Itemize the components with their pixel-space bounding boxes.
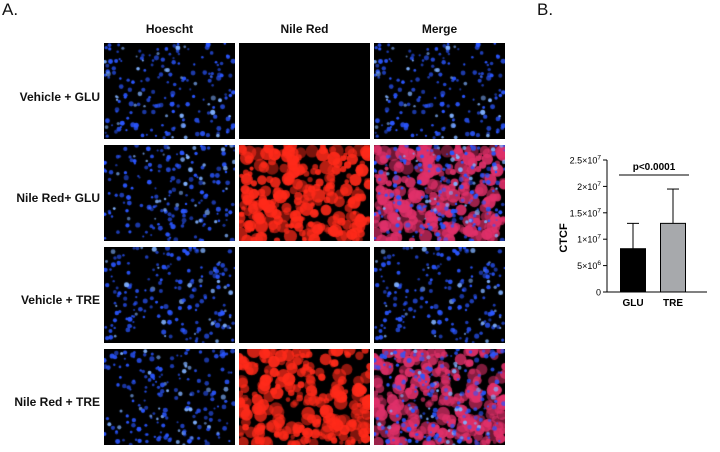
bar-glu [620,248,646,293]
micrograph-nilered-row-1 [239,43,370,139]
column-header-merge: Merge [421,22,458,36]
micrograph-nilered-row-4 [239,349,370,445]
micrograph-hoechst-row-3 [104,247,235,343]
y-tick-label: 5×106 [577,260,601,271]
x-tick-label-tre: TRE [663,298,683,309]
micrograph-nilered-row-3 [239,247,370,343]
y-tick-label: 2×107 [577,181,601,192]
significance-annotation: p<0.0001 [633,162,676,173]
row-label-vehicle-glu: Vehicle + GLU [19,90,100,104]
bar-tre [660,222,686,293]
micrograph-hoechst-row-2 [104,145,235,241]
micrograph-hoechst-row-1 [104,43,235,139]
row-label-nilered-glu: Nile Red+ GLU [16,191,100,205]
row-label-nilered-tre: Nile Red + TRE [14,395,100,409]
column-header-nile-red: Nile Red [280,22,329,36]
y-tick-label: 0 [596,288,601,298]
ctcf-bar-chart: CTCF 0 5×106 1×107 1.5×107 2×107 2.5×107 GLU T… [558,155,707,309]
micrograph-merge-row-2 [374,145,505,241]
micrograph-nilered-row-2 [239,145,370,241]
micrograph-hoechst-row-4 [104,349,235,445]
panel-a-label: A. [2,0,19,19]
y-axis-label: CTCF [558,223,570,253]
y-tick-label: 1.5×107 [570,207,602,218]
x-tick-label-glu: GLU [622,298,643,309]
column-header-hoechst: Hoescht [145,22,194,36]
row-label-vehicle-tre: Vehicle + TRE [20,293,100,307]
micrograph-merge-row-3 [374,247,505,343]
micrograph-merge-row-4 [374,349,505,445]
micrograph-merge-row-1 [374,43,505,139]
y-tick-label: 1×107 [577,234,601,245]
panel-b-label: B. [537,0,554,19]
y-tick-label: 2.5×107 [570,155,602,166]
